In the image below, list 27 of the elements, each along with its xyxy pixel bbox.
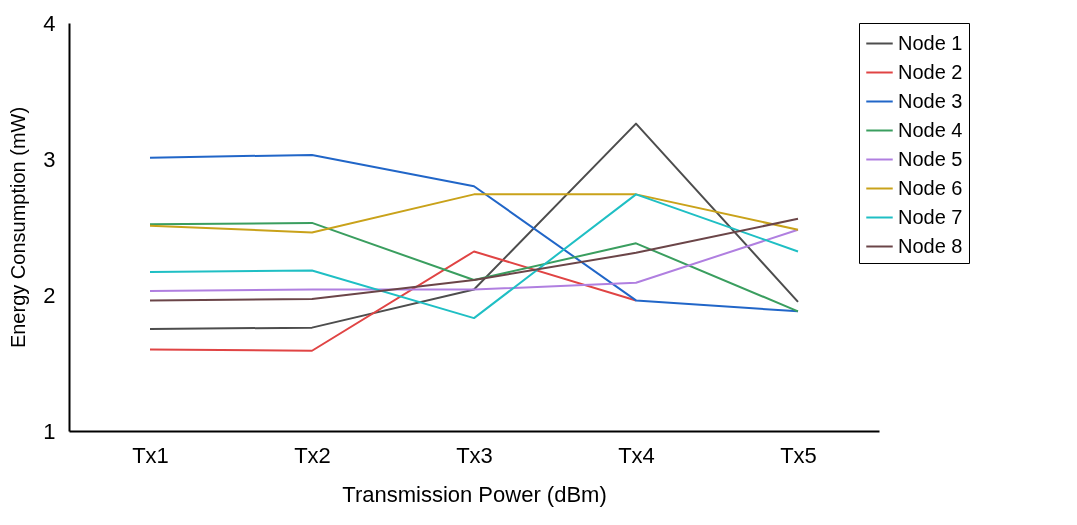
line-series xyxy=(149,250,637,352)
legend-label: Node 6 xyxy=(898,176,963,199)
legend-label: Node 5 xyxy=(898,147,963,170)
y-axis-title: Energy Consumption (mW) xyxy=(7,106,30,349)
x-tick-label: Tx1 xyxy=(132,442,169,468)
y-tick-label: 4 xyxy=(43,10,56,36)
line-series xyxy=(149,228,799,292)
legend-label: Node 8 xyxy=(898,234,963,257)
line-series xyxy=(149,217,799,302)
legend-label: Node 1 xyxy=(898,31,963,54)
y-tick-label: 1 xyxy=(43,418,56,444)
line-series xyxy=(149,193,799,234)
legend-label: Node 2 xyxy=(898,60,963,83)
legend-label: Node 4 xyxy=(898,118,963,141)
x-tick-label: Tx2 xyxy=(294,442,331,468)
line-series xyxy=(149,221,799,313)
line-series xyxy=(149,122,799,330)
legend-label: Node 7 xyxy=(898,205,963,228)
x-tick-label: Tx5 xyxy=(780,442,817,468)
line-series xyxy=(149,193,799,320)
legend-label: Node 3 xyxy=(898,89,963,112)
x-tick-label: Tx3 xyxy=(456,442,493,468)
line-series xyxy=(149,153,799,313)
y-tick-label: 2 xyxy=(43,282,56,308)
x-tick-label: Tx4 xyxy=(618,442,655,468)
x-axis-title: Transmission Power (dBm) xyxy=(342,481,607,507)
y-tick-label: 3 xyxy=(43,146,56,172)
